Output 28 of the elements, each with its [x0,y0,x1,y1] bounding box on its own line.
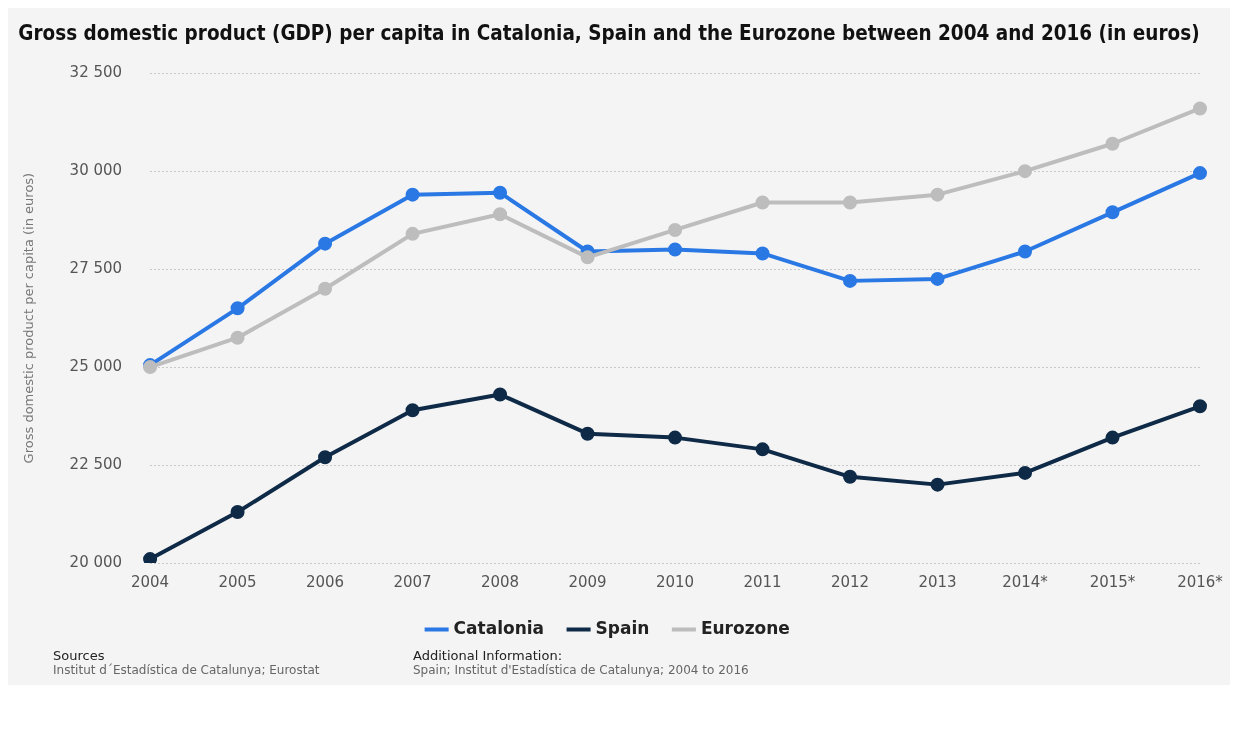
legend-label: Eurozone [700,617,790,638]
x-tick-label: 2006 [305,572,345,591]
text: Institut d´Estadística de Catalunya; Eurostat [53,663,321,677]
legend-label: Catalonia [453,617,545,638]
legend-label: Spain [595,617,650,638]
y-tick-label: 30 000 [69,161,123,180]
y-tick-label: 32 500 [69,63,123,82]
x-tick-label: 2004 [130,572,170,591]
chart-title: Gross domestic product (GDP) per capita in Catalonia, Spain and the Eurozone between 2004 and 2016 (in euros) [18,20,1200,46]
x-tick-label: 2008 [480,572,520,591]
text: Additional Information: [413,648,564,663]
x-tick-label: 2014* [1002,572,1049,591]
text: Spain; Institut d'Estadística de Catalunya; 2004 to 2016 [413,663,749,677]
x-tick-label: 2012 [830,572,870,591]
y-tick-label: 22 500 [69,454,123,473]
y-tick-label: 27 500 [69,259,123,278]
text: Sources [53,648,106,663]
y-tick-label: 20 000 [69,552,123,571]
x-tick-label: 2015* [1089,572,1136,591]
x-tick-label: 2007 [393,572,432,591]
x-tick-label: 2005 [218,572,257,591]
x-tick-label: 2011 [743,572,782,591]
y-axis-title: Gross domestic product per capita (in euros) [21,172,37,464]
x-tick-label: 2010 [655,572,695,591]
x-tick-label: 2013 [918,572,957,591]
x-tick-label: 2009 [568,572,607,591]
y-tick-label: 25 000 [69,356,123,375]
x-tick-label: 2016* [1177,572,1224,591]
